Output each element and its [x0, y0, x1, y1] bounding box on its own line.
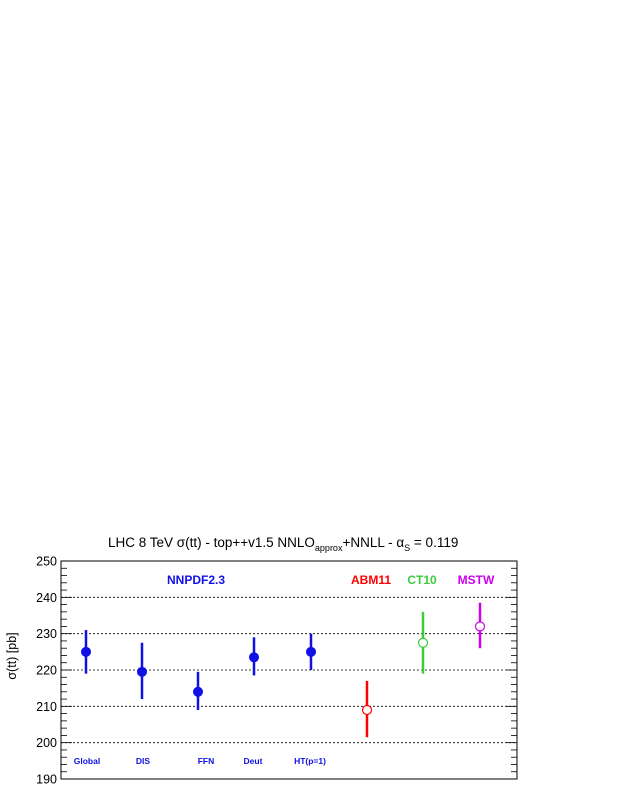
data-points [81, 602, 486, 738]
data-point-7 [474, 621, 486, 632]
chart-title: LHC 8 TeV σ(tt) - top++v1.5 NNLOapprox+N… [108, 535, 458, 553]
category-label-global: Global [74, 756, 100, 766]
data-point-3 [249, 652, 259, 663]
grid-lines [61, 596, 517, 744]
y-tick-label-230: 230 [36, 627, 57, 641]
y-axis-label: σ(tt) [pb] [5, 632, 19, 679]
data-point-5 [361, 704, 373, 716]
data-point-6 [417, 637, 429, 648]
title-sub-s: S [404, 543, 410, 553]
group-label-nnpdf: NNPDF2.3 [167, 573, 225, 587]
y-tick-label-210: 210 [36, 700, 57, 714]
y-tick-label-240: 240 [36, 591, 57, 605]
category-label-dis: DIS [136, 756, 151, 766]
y-tick-label-250: 250 [36, 555, 57, 569]
data-point-4 [306, 646, 316, 657]
y-tick-label-200: 200 [36, 736, 57, 750]
title-main: LHC 8 TeV σ(tt) - top++v1.5 NNLO [108, 535, 315, 550]
y-tick-label-190: 190 [36, 773, 57, 787]
title-sub-approx: approx [315, 543, 343, 553]
category-label-deut: Deut [244, 756, 263, 766]
y-tick-labels: 190 200 210 220 230 240 250 [36, 555, 57, 787]
title-mid: +NNLL - α [342, 535, 404, 550]
title-value: = 0.119 [410, 535, 458, 550]
group-label-abm11: ABM11 [351, 573, 391, 587]
data-point-0 [81, 646, 91, 657]
y-tick-label-220: 220 [36, 664, 57, 678]
category-label-ffn: FFN [198, 756, 215, 766]
data-point-2 [193, 686, 203, 697]
group-label-mstw: MSTW [458, 573, 495, 587]
axis-ticks [61, 560, 517, 780]
data-point-1 [137, 666, 147, 677]
group-label-ct10: CT10 [407, 573, 437, 587]
category-label-ht: HT(p=1) [294, 756, 326, 766]
